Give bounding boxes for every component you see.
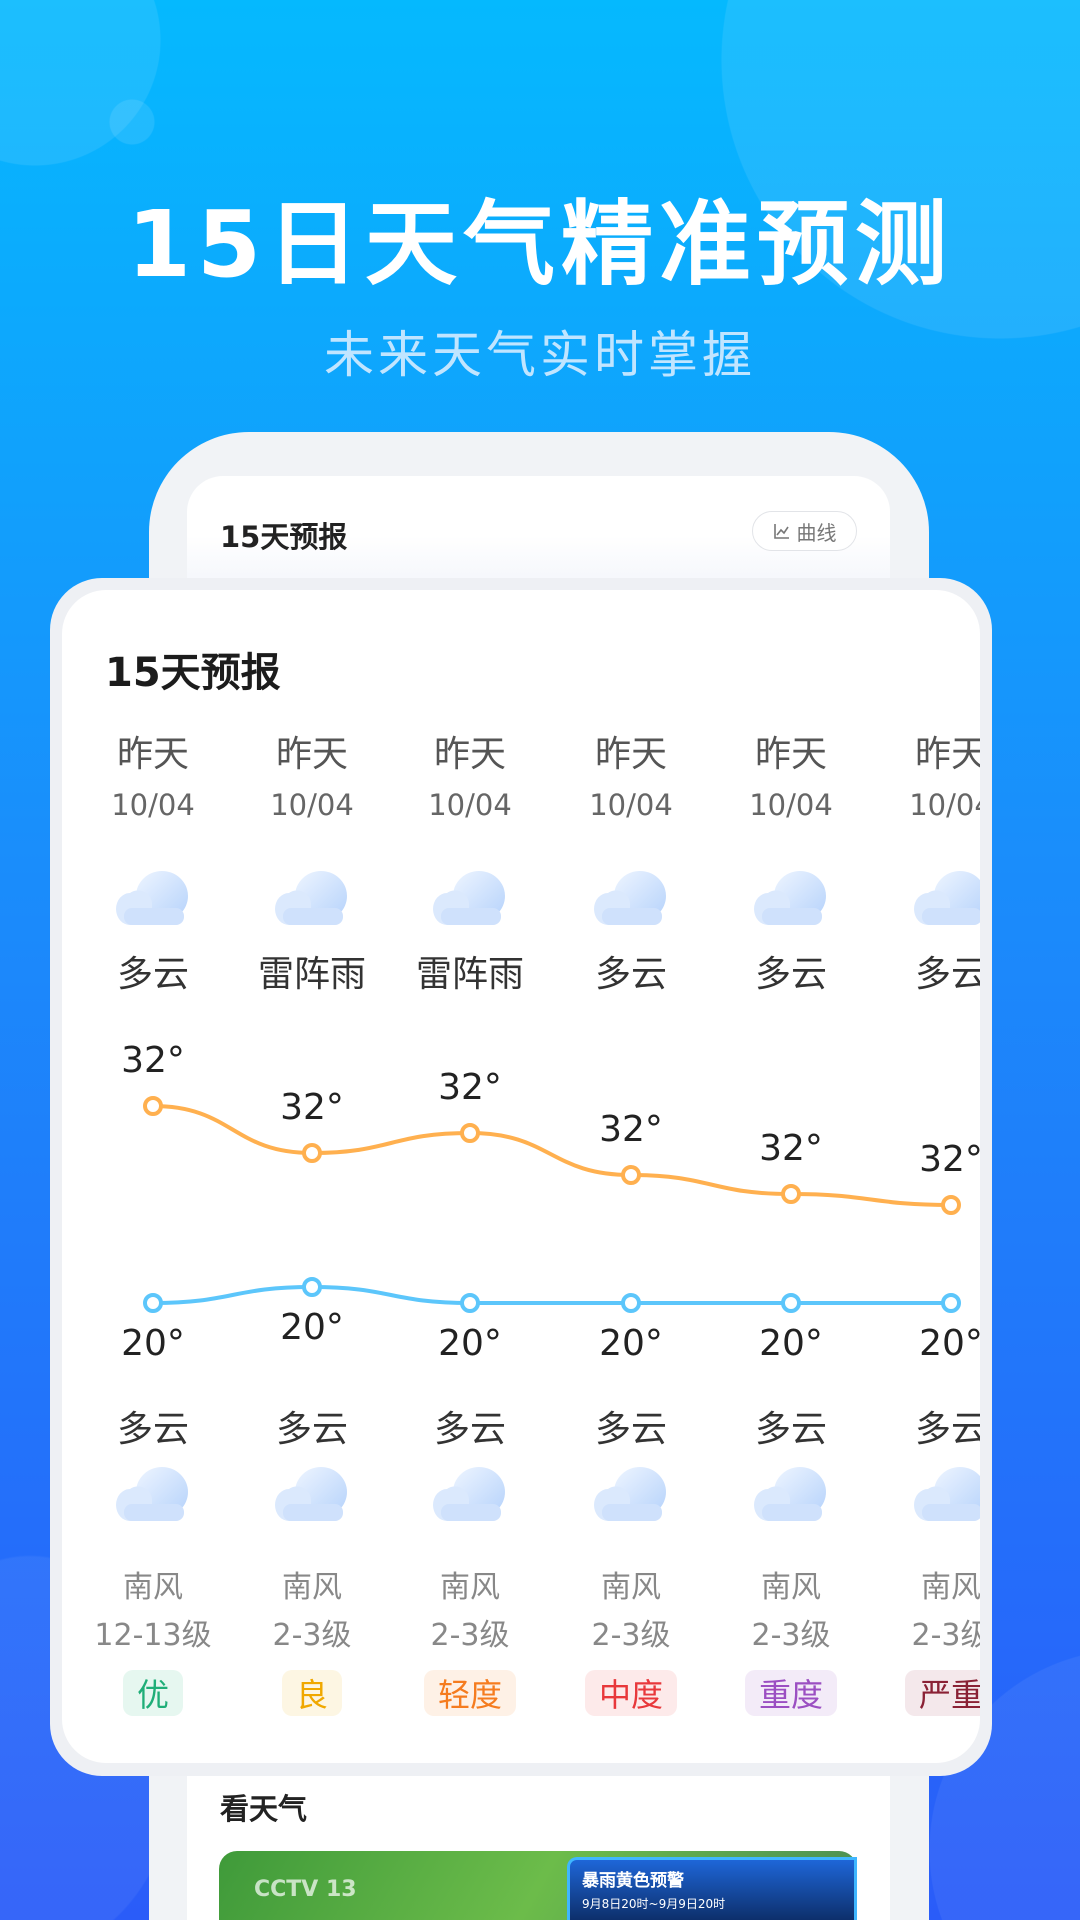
wind-level: 2-3级 <box>751 1618 831 1653</box>
high-temp-label: 32° <box>121 1040 185 1081</box>
low-temp-line-point <box>302 1277 322 1297</box>
day-label: 昨天 <box>116 734 189 775</box>
forecast-card-body: 15天预报 昨天 10/04 多云 32° 20° 多云南风 12-13级优 昨天 10/04 雷… <box>62 590 980 1763</box>
low-temp-line-point <box>621 1293 641 1313</box>
day-weather: 多云 <box>116 954 189 995</box>
day-weather: 多云 <box>754 954 827 995</box>
date-label: 10/04 <box>589 788 673 822</box>
temperature-chart <box>143 1096 961 1313</box>
aqi-badge[interactable]: 重度 <box>744 1670 838 1716</box>
day-label: 昨天 <box>754 734 827 775</box>
cloudy-icon <box>116 1467 188 1521</box>
day-weather: 雷阵雨 <box>415 954 524 995</box>
high-temp-line-point <box>621 1165 641 1185</box>
wind-direction: 南风 <box>761 1570 821 1605</box>
high-temp-line <box>152 1104 952 1207</box>
high-temp-label: 32° <box>599 1109 663 1150</box>
night-weather: 多云 <box>914 1409 980 1450</box>
forecast-card: 15天预报 昨天 10/04 多云 32° 20° 多云南风 12-13级优 昨天 10/04 雷… <box>50 578 992 1776</box>
wind-level: 2-3级 <box>911 1618 981 1653</box>
cloudy-icon <box>594 871 666 925</box>
banner-title: 暴雨黄色预警 <box>582 1871 684 1891</box>
date-label: 10/04 <box>270 788 354 822</box>
aqi-badge[interactable]: 优 <box>122 1670 184 1716</box>
day-weather: 雷阵雨 <box>257 954 366 995</box>
cloudy-icon <box>914 1467 980 1521</box>
cloudy-icon <box>914 871 980 925</box>
high-temp-label: 32° <box>759 1128 823 1169</box>
night-weather: 多云 <box>116 1409 189 1450</box>
night-weather: 多云 <box>594 1409 667 1450</box>
high-temp-line-point <box>302 1143 322 1163</box>
day-label: 昨天 <box>433 734 506 775</box>
high-temp-label: 32° <box>280 1087 344 1128</box>
wind-direction: 南风 <box>601 1570 661 1605</box>
date-label: 10/04 <box>909 788 980 822</box>
low-temp-label: 20° <box>919 1323 980 1364</box>
aqi-badge[interactable]: 中度 <box>584 1670 678 1716</box>
day-weather: 多云 <box>594 954 667 995</box>
back-card-title: 15天预报 <box>220 520 348 554</box>
cloudy-icon <box>594 1467 666 1521</box>
day-label: 昨天 <box>594 734 667 775</box>
high-temp-line-point <box>460 1123 480 1143</box>
date-label: 10/04 <box>428 788 512 822</box>
low-temp-label: 20° <box>599 1323 663 1364</box>
weather-video-thumbnail[interactable]: CCTV 13 暴雨黄色预警 9月8日20时~9月9日20时 <box>219 1851 857 1920</box>
high-temp-line-point <box>781 1184 801 1204</box>
watch-weather-title: 看天气 <box>220 1792 308 1826</box>
aqi-badge[interactable]: 轻度 <box>423 1670 517 1716</box>
wind-direction: 南风 <box>921 1570 980 1605</box>
day-label: 昨天 <box>275 734 348 775</box>
cloudy-icon <box>275 1467 347 1521</box>
cloudy-icon <box>275 871 347 925</box>
wind-level: 2-3级 <box>272 1618 352 1653</box>
date-label: 10/04 <box>749 788 833 822</box>
high-temp-line-point <box>941 1195 961 1215</box>
low-temp-line-point <box>941 1293 961 1313</box>
high-temp-label: 32° <box>438 1067 502 1108</box>
low-temp-label: 20° <box>121 1323 185 1364</box>
cloudy-icon <box>116 871 188 925</box>
line-chart-icon <box>773 524 789 539</box>
wind-level: 2-3级 <box>430 1618 510 1653</box>
hero-subtitle: 未来天气实时掌握 <box>324 326 756 384</box>
wind-direction: 南风 <box>440 1570 500 1605</box>
aqi-badge[interactable]: 良 <box>281 1670 343 1716</box>
night-weather: 多云 <box>433 1409 506 1450</box>
night-weather: 多云 <box>275 1409 348 1450</box>
channel-logo: CCTV 13 <box>254 1877 357 1902</box>
wind-level: 2-3级 <box>591 1618 671 1653</box>
day-label: 昨天 <box>914 734 980 775</box>
wind-level: 12-13级 <box>94 1618 212 1653</box>
hero-title: 15日天气精准预测 <box>126 191 954 298</box>
day-weather: 多云 <box>914 954 980 995</box>
aqi-badge[interactable]: 严重 <box>904 1670 980 1716</box>
low-temp-label: 20° <box>280 1307 344 1348</box>
curve-button[interactable]: 曲线 <box>752 511 857 551</box>
low-temp-label: 20° <box>759 1323 823 1364</box>
date-label: 10/04 <box>111 788 195 822</box>
banner-time: 9月8日20时~9月9日20时 <box>582 1897 726 1911</box>
cloudy-icon <box>433 871 505 925</box>
low-temp-label: 20° <box>438 1323 502 1364</box>
cloudy-icon <box>754 1467 826 1521</box>
forecast-title: 15天预报 <box>105 650 281 696</box>
wind-direction: 南风 <box>282 1570 342 1605</box>
high-temp-label: 32° <box>919 1139 980 1180</box>
wind-direction: 南风 <box>123 1570 183 1605</box>
low-temp-line-point <box>143 1293 163 1313</box>
video-banner: 暴雨黄色预警 9月8日20时~9月9日20时 <box>567 1857 857 1920</box>
low-temp-line-point <box>460 1293 480 1313</box>
low-temp-line-point <box>781 1293 801 1313</box>
cloudy-icon <box>754 871 826 925</box>
night-weather: 多云 <box>754 1409 827 1450</box>
low-temp-line <box>152 1284 951 1305</box>
high-temp-line-point <box>143 1096 163 1116</box>
cloudy-icon <box>433 1467 505 1521</box>
curve-button-label: 曲线 <box>796 520 837 545</box>
